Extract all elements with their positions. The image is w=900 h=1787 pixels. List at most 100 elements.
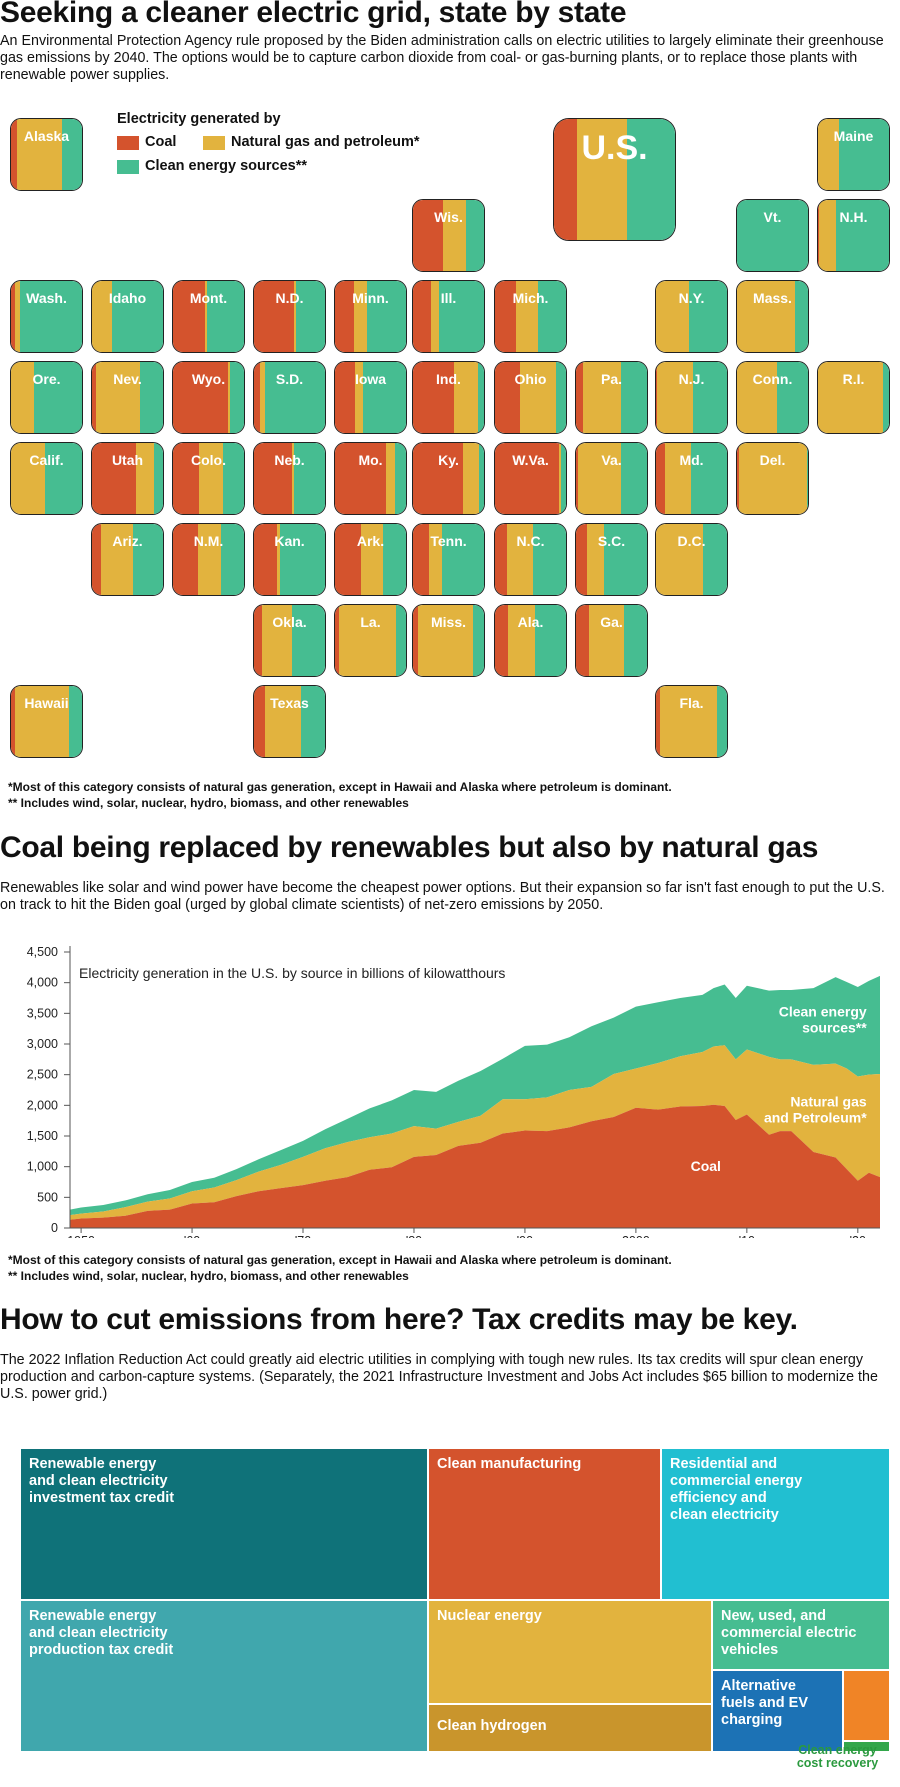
state-tile-label: Ala. — [517, 614, 544, 630]
state-tile-label: D.C. — [677, 533, 706, 549]
tile-segment-coal — [335, 524, 361, 595]
chart-title: Electricity generation in the U.S. by so… — [79, 965, 505, 981]
state-tile-label: Ky. — [438, 452, 459, 468]
state-tile-label: Minn. — [352, 290, 389, 306]
tile-segment-coal — [656, 362, 657, 433]
series-label-1: Natural gas and Petroleum* — [764, 1094, 867, 1126]
state-tile-conn: Conn. — [736, 361, 809, 434]
y-tick-label: 2,000 — [27, 1098, 58, 1112]
treemap-block-residential-and: Residential and commercial energy effici… — [661, 1448, 890, 1600]
state-tile-nd: N.D. — [253, 280, 326, 353]
area-series-coal — [70, 1104, 880, 1228]
state-tile-label: La. — [360, 614, 381, 630]
state-tile-la: La. — [334, 604, 407, 677]
tile-segment-coal — [254, 686, 266, 757]
state-tile-mass: Mass. — [736, 280, 809, 353]
tile-segment-gas — [588, 605, 625, 676]
x-tick-label: '70 — [295, 1234, 311, 1238]
y-tick-label: 1,500 — [27, 1129, 58, 1143]
state-tile-label: S.C. — [597, 533, 626, 549]
tile-segment-clean — [207, 281, 244, 352]
tile-segment-gas — [386, 443, 395, 514]
tile-segment-clean — [836, 200, 889, 271]
tile-segment-gas — [507, 605, 536, 676]
state-tile-label: N.Y. — [678, 290, 705, 306]
tile-segment-gas — [558, 443, 562, 514]
tile-segment-gas — [95, 362, 141, 433]
x-tick-label: '10 — [739, 1234, 755, 1238]
chart-footnote-1: *Most of this category consists of natur… — [8, 1253, 672, 1267]
tile-segment-clean — [532, 524, 566, 595]
tile-segment-gas — [360, 524, 384, 595]
tile-segment-coal — [495, 281, 517, 352]
tile-segment-clean — [69, 686, 82, 757]
state-tile-label: Ohio — [514, 371, 547, 387]
state-tile-label: Okla. — [272, 614, 307, 630]
tile-segment-clean — [624, 605, 647, 676]
tile-segment-coal — [413, 281, 431, 352]
state-tile-nh: N.H. — [817, 199, 890, 272]
treemap-block-alternative: Alternative fuels and EV charging — [712, 1670, 843, 1752]
state-tile-label: Conn. — [752, 371, 793, 387]
tile-segment-coal — [173, 524, 198, 595]
state-tile-label: Alaska — [23, 128, 70, 144]
tile-segment-clean — [363, 362, 406, 433]
state-tile-iowa: Iowa — [334, 361, 407, 434]
tile-segment-gas — [462, 443, 480, 514]
tile-segment-clean — [883, 362, 889, 433]
tile-segment-coal — [254, 443, 292, 514]
state-tile-label: Iowa — [354, 371, 387, 387]
tile-segment-clean — [626, 119, 675, 240]
state-tile-label: Pa. — [600, 371, 622, 387]
tile-segment-gas — [14, 281, 21, 352]
state-tile-ky: Ky. — [412, 442, 485, 515]
tile-segment-clean — [795, 281, 808, 352]
state-tile-label: Md. — [679, 452, 704, 468]
legend-title: Electricity generated by — [117, 111, 281, 127]
tile-segment-clean — [280, 524, 325, 595]
state-tile-label: Ariz. — [112, 533, 143, 549]
tile-segment-clean — [535, 605, 566, 676]
state-tile-label: R.I. — [842, 371, 865, 387]
tile-segment-gas — [17, 119, 63, 190]
state-tile-label: Colo. — [191, 452, 226, 468]
x-tick-label: '80 — [406, 1234, 422, 1238]
state-tile-nj: N.J. — [655, 361, 728, 434]
tile-segment-gas — [92, 281, 112, 352]
tile-segment-clean — [537, 281, 566, 352]
tile-segment-clean — [140, 362, 163, 433]
tile-segment-clean — [692, 362, 727, 433]
legend-label-coal: Coal — [145, 134, 177, 150]
tile-segment-coal — [495, 362, 520, 433]
state-tile-label: Tenn. — [430, 533, 467, 549]
treemap-block-unlabeled-8 — [843, 1670, 890, 1741]
state-tile-ore: Ore. — [10, 361, 83, 434]
state-tile-label: Del. — [759, 452, 786, 468]
state-tile-label: W.Va. — [512, 452, 549, 468]
state-tile-label: Mont. — [189, 290, 228, 306]
tile-segment-clean — [620, 443, 647, 514]
generation-area-chart: 0 500 1,000 1,500 2,000 2,500 3,000 3,500 4,000 4… — [27, 945, 880, 1238]
tile-segment-clean — [689, 281, 727, 352]
tile-segment-gas — [339, 605, 397, 676]
state-tile-nev: Nev. — [91, 361, 164, 434]
section1-title: Seeking a cleaner electric grid, state b… — [0, 0, 627, 29]
state-tile-mich: Mich. — [494, 280, 567, 353]
state-tile-label: Ark. — [356, 533, 385, 549]
state-tile-label: N.C. — [516, 533, 545, 549]
state-tile-texas: Texas — [253, 685, 326, 758]
state-tile-label: Va. — [601, 452, 622, 468]
treemap-block-renewable-energy: Renewable energy and clean electricity i… — [20, 1448, 428, 1600]
tile-segment-gas — [454, 362, 478, 433]
tile-segment-clean — [839, 119, 889, 190]
state-tile-label: Vt. — [763, 209, 782, 225]
tile-segment-gas — [578, 443, 621, 514]
tile-segment-gas — [519, 362, 557, 433]
tile-segment-clean — [604, 524, 647, 595]
state-tile-label: Hawaii — [24, 695, 69, 711]
tile-segment-gas — [293, 281, 296, 352]
state-tile-label: N.H. — [839, 209, 868, 225]
tile-segment-clean — [111, 281, 163, 352]
section3-title: How to cut emissions from here? Tax cred… — [0, 1303, 798, 1336]
treemap-block-renewable-energy: Renewable energy and clean electricity p… — [20, 1600, 428, 1752]
